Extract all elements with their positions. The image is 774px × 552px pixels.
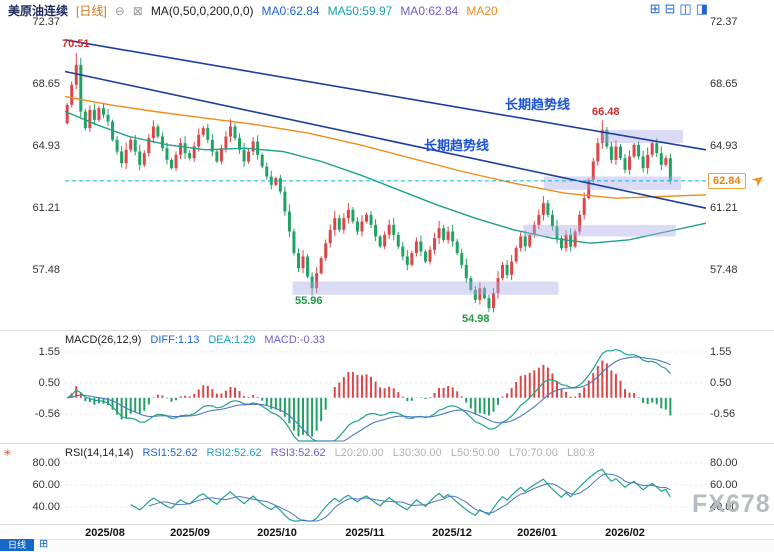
rsi-line-2: [148, 473, 671, 522]
x-axis-label: 2025/12: [432, 527, 472, 539]
swing-low-label: 55.96: [295, 295, 323, 307]
y-axis-label-right: 64.93: [710, 140, 738, 152]
macd-axis-label-right: 0.50: [710, 377, 732, 389]
x-axis-label: 2026/02: [605, 527, 645, 539]
x-axis-label: 2025/10: [257, 527, 297, 539]
price-zone: [292, 281, 559, 295]
rsi-axis-label-left: 40.00: [32, 501, 60, 513]
ma-line-MA50: [64, 110, 707, 244]
last-price-tag: 62.84: [708, 173, 746, 189]
rsi-axis-label-right: 40.00: [710, 501, 738, 513]
trendline-label: 长期趋势线: [505, 97, 571, 112]
x-axis-label: 2026/01: [517, 527, 557, 539]
y-axis-label-left: 68.65: [32, 78, 60, 90]
tab-daily[interactable]: 日线: [0, 539, 34, 551]
macd-axis-label-left: 1.55: [38, 346, 60, 358]
price-zone: [543, 176, 682, 190]
ma200-value-label: MA20: [466, 3, 498, 18]
layout-split-vertical-icon[interactable]: ◫: [679, 1, 692, 16]
symbol-name: 美原油连续: [8, 4, 69, 18]
ma50-value-label: MA50:59.97: [327, 3, 393, 18]
swing-high-label: 70.51: [62, 38, 90, 50]
indicator-settings-icon[interactable]: ✳: [3, 448, 12, 459]
rsi-levels-label: L20:20.00 L30:30.00 L50:50.00 L70:70.00 …: [334, 447, 595, 459]
rsi-axis-label-right: 80.00: [710, 457, 738, 469]
x-axis-label: 2025/09: [170, 527, 210, 539]
macd-axis-label-right: -0.56: [710, 408, 736, 420]
bottom-bar: [0, 539, 774, 552]
layout-right-panel-icon[interactable]: ◨: [695, 1, 708, 16]
x-axis-label: 2025/08: [85, 527, 125, 539]
swing-high-label: 66.48: [592, 106, 620, 118]
rsi-axis-label-left: 60.00: [32, 479, 60, 491]
y-axis-label-left: 61.21: [32, 202, 60, 214]
y-axis-label-left: 64.93: [32, 140, 60, 152]
y-axis-label-right: 57.48: [710, 264, 738, 276]
macd-title: MACD(26,12,9): [65, 334, 142, 346]
price-zone: [523, 224, 676, 237]
rsi1-label: RSI1:52.62: [142, 447, 198, 459]
trendline-label: 长期趋势线: [424, 138, 490, 153]
macd-axis-label-left: -0.56: [34, 408, 60, 420]
rsi-title: RSI(14,14,14): [65, 447, 134, 459]
macd-histogram: [70, 360, 672, 437]
rsi2-label: RSI2:52.62: [206, 447, 262, 459]
y-axis-label-left: 57.48: [32, 264, 60, 276]
tab-grid-icon[interactable]: ⊞: [39, 538, 49, 550]
macd-axis-label-right: 1.55: [710, 346, 732, 358]
candles-group: [65, 53, 672, 313]
macd-dea-line: [67, 356, 671, 442]
macd-diff-label: DIFF:1.13: [150, 334, 200, 346]
rsi-header: RSI(14,14,14) RSI1:52.62 RSI2:52.62 RSI3…: [65, 447, 595, 459]
chart-header: 美原油连续 [日线] ⊖ ⊠ MA(0,50,0,200,0,0) MA0:62…: [8, 2, 498, 19]
y-axis-label-right: 68.65: [710, 78, 738, 90]
ma0b-value-label: MA0:62.84: [400, 3, 459, 18]
ma0-value-label: MA0:62.84: [261, 3, 320, 18]
ma-line-MA200: [64, 95, 707, 199]
indicator-close-icon[interactable]: ⊠: [132, 3, 143, 18]
macd-dea-label: DEA:1.29: [208, 334, 256, 346]
y-axis-label-right: 61.21: [710, 202, 738, 214]
y-axis-label-right: 72.37: [710, 16, 738, 28]
ma-settings-label: MA(0,50,0,200,0,0): [150, 3, 254, 18]
layout-grid-icon[interactable]: ⊞: [649, 1, 661, 16]
swing-low-label: 54.98: [462, 313, 490, 325]
layout-rows-icon[interactable]: ⊟: [664, 1, 676, 16]
rsi-line-1: [130, 468, 671, 522]
x-axis-label: 2025/11: [345, 527, 385, 539]
collapse-icon[interactable]: ⊖: [114, 3, 125, 18]
trend-line[interactable]: [64, 70, 707, 209]
rsi-axis-label-left: 80.00: [32, 457, 60, 469]
y-axis-label-left: 72.37: [32, 16, 60, 28]
rsi3-label: RSI3:52.62: [270, 447, 326, 459]
period-tag[interactable]: [日线]: [76, 4, 107, 18]
macd-axis-label-left: 0.50: [38, 377, 60, 389]
trend-line[interactable]: [64, 39, 707, 151]
watermark: FX678: [692, 490, 771, 518]
macd-diff-line: [66, 348, 671, 442]
macd-header: MACD(26,12,9) DIFF:1.13 DEA:1.29 MACD:-0…: [65, 334, 325, 346]
macd-value-label: MACD:-0.33: [264, 334, 325, 346]
layout-toolbar: ⊞ ⊟ ◫ ◨: [650, 1, 708, 16]
price-zone: [600, 129, 683, 144]
rsi-axis-label-right: 60.00: [710, 479, 738, 491]
